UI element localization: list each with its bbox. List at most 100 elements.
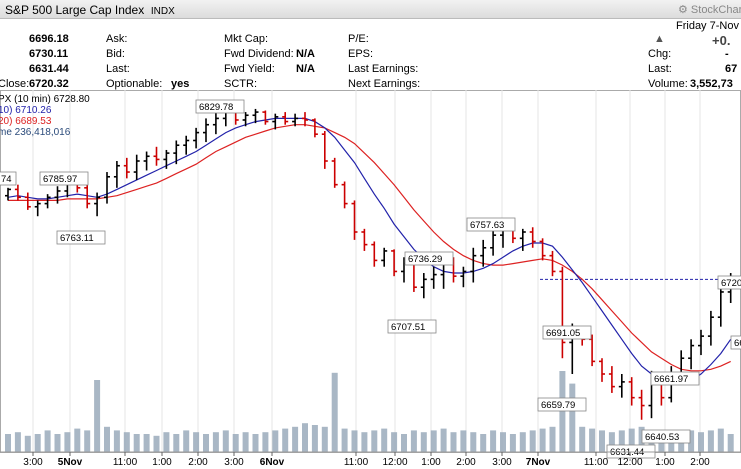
last-price-label: Last:: [648, 63, 672, 75]
volume-bar: [371, 430, 378, 452]
x-tick-label: 3:00: [23, 457, 43, 468]
volume-value: 3,552,73: [690, 78, 733, 90]
volume-bar: [569, 383, 576, 452]
volume-bar: [262, 432, 269, 452]
header-band: [0, 0, 741, 19]
volume-bar: [203, 434, 209, 452]
bid-label: Bid:: [106, 48, 125, 60]
legend-price: PX (10 min) 6728.80: [0, 94, 90, 105]
volume-bar: [490, 430, 497, 452]
volume-bar: [153, 435, 160, 452]
price-label: 6736.29: [408, 254, 442, 265]
fwd-yield-value: N/A: [296, 63, 315, 75]
legend-ma10: 10) 6710.26: [0, 105, 52, 116]
volume-bar: [361, 432, 368, 452]
volume-bar: [292, 426, 299, 452]
volume-bar: [94, 380, 101, 452]
volume-bar: [163, 432, 170, 452]
watermark: ⚙ StockCharts: [678, 4, 741, 16]
price-label-box: [730, 335, 741, 350]
volume-label: Volume:: [648, 78, 688, 90]
price-label: 6661.97: [654, 374, 688, 385]
volume-bar: [173, 434, 180, 452]
mkt-cap-label: Mkt Cap:: [224, 33, 269, 45]
volume-bar: [381, 428, 388, 452]
ma20-line: [8, 124, 731, 372]
last-price-value: 67: [725, 63, 738, 75]
price-label-box: [466, 217, 516, 232]
volume-bar: [232, 434, 239, 452]
volume-bar: [24, 435, 31, 452]
pe-label: P/E:: [348, 33, 369, 45]
volume-bar: [84, 430, 91, 452]
volume-bar: [430, 430, 437, 452]
volume-bar: [618, 430, 625, 452]
volume-bar: [143, 434, 150, 452]
price-label-box: [537, 397, 587, 412]
x-tick-label: 11:00: [584, 457, 609, 468]
x-tick-label: 11:00: [344, 457, 369, 468]
open-value: 6696.18: [29, 33, 69, 45]
price-label-box: [542, 325, 592, 340]
volume-bar: [302, 423, 308, 452]
fwd-dividend-value: N/A: [296, 48, 315, 60]
volume-bar: [549, 426, 556, 452]
price-label-box: [404, 251, 454, 266]
volume-bar: [529, 430, 536, 452]
volume-bar: [242, 432, 249, 452]
volume-bar: [420, 432, 427, 452]
volume-bar: [193, 432, 200, 452]
volume-bar: [44, 430, 51, 452]
optionable-label: Optionable:: [106, 78, 163, 90]
x-tick-label: 5Nov: [58, 457, 83, 468]
x-tick-label: 12:00: [382, 457, 407, 468]
ma10-line: [7, 117, 732, 385]
high-value: 6730.11: [29, 48, 69, 60]
volume-bar: [628, 428, 635, 452]
volume-bar: [183, 430, 190, 452]
volume-bar: [123, 432, 130, 452]
price-label: 6659.79: [541, 400, 575, 411]
x-tick-label: 11:00: [113, 457, 138, 468]
optionable-value: yes: [171, 78, 190, 90]
legend-volume: me 236,418,016: [0, 127, 71, 138]
volume-bar: [133, 434, 140, 452]
price-label: 6785.97: [43, 174, 77, 185]
price-label: 6757.63: [470, 220, 504, 231]
x-tick-label: 2:00: [188, 457, 208, 468]
eps-label: EPS:: [348, 48, 374, 60]
volume-bar: [104, 426, 110, 452]
sctr-label: SCTR:: [224, 78, 257, 90]
x-tick-label: 2:00: [690, 457, 710, 468]
price-label-box: [717, 275, 741, 290]
volume-bar: [599, 430, 605, 452]
x-tick-label: 1:00: [655, 457, 675, 468]
x-tick-label: 3:00: [224, 457, 244, 468]
volume-bar: [74, 428, 81, 452]
volume-bar: [5, 434, 11, 452]
price-label: 6707.51: [391, 322, 425, 333]
price-label-box: [650, 371, 700, 386]
legend-ma20: 20) 6689.53: [0, 116, 52, 127]
volume-bar: [717, 428, 724, 452]
volume-bar: [688, 430, 695, 452]
next-earnings-label: Next Earnings:: [348, 78, 421, 90]
fwd-yield-label: Fwd Yield:: [224, 63, 275, 75]
close-label: Close:: [0, 78, 30, 90]
price-label-box: [641, 429, 691, 444]
chg-value: +0.: [712, 33, 731, 48]
last-label: Last:: [106, 63, 130, 75]
volume-bar: [401, 434, 407, 452]
volume-bar: [113, 430, 120, 452]
x-tick-label: 3:00: [492, 457, 512, 468]
volume-bar: [252, 434, 259, 452]
volume-bar: [579, 426, 586, 452]
x-tick-label: 12:00: [617, 457, 642, 468]
volume-bar: [589, 428, 596, 452]
volume-bar: [311, 425, 318, 452]
price-label-box: [56, 230, 106, 245]
price-label: 66: [734, 338, 741, 349]
volume-bar: [410, 430, 417, 452]
price-label: 6829.78: [199, 102, 233, 113]
volume-bar: [470, 432, 477, 452]
